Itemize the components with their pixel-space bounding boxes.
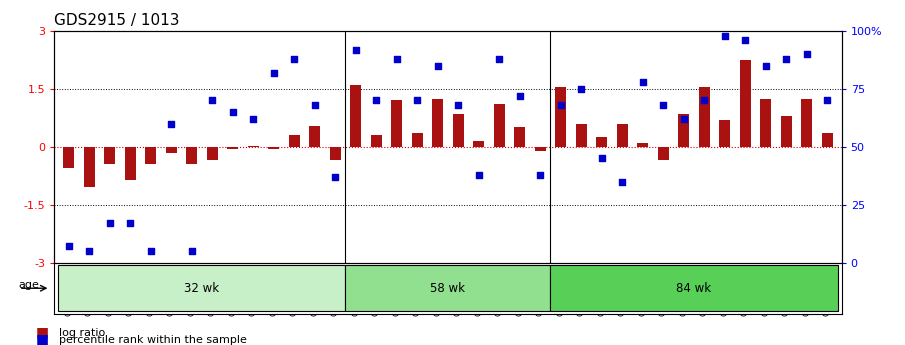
Bar [227,147,238,149]
Text: 58 wk: 58 wk [431,282,465,295]
Bar [370,135,382,147]
Text: percentile rank within the sample: percentile rank within the sample [59,335,247,345]
Bar [781,116,792,147]
Bar [83,147,95,187]
Point [287,56,301,62]
Bar [739,60,751,147]
Bar [248,146,259,147]
Point [389,56,404,62]
Bar [514,128,526,147]
Bar [493,104,505,147]
Point [308,102,322,108]
Point [799,51,814,57]
Point [143,248,157,254]
Point [164,121,178,126]
Point [574,86,588,92]
Point [492,56,507,62]
Point [554,102,568,108]
Bar [535,147,546,151]
Bar [576,124,586,147]
Point [677,116,691,122]
Text: 32 wk: 32 wk [185,282,220,295]
Point [451,102,465,108]
Point [615,179,630,184]
Point [431,63,445,69]
Point [82,248,97,254]
Point [266,70,281,76]
Text: GDS2915 / 1013: GDS2915 / 1013 [54,13,180,29]
Point [328,174,342,180]
Point [635,79,650,85]
Bar [63,147,74,168]
Point [512,93,527,99]
Text: age: age [19,280,40,290]
Point [185,248,199,254]
Bar [310,126,320,147]
Bar [412,133,423,147]
Point [62,244,76,249]
Bar [104,147,115,164]
Text: ■: ■ [36,325,50,339]
Point [348,47,363,52]
Point [820,98,834,103]
Point [656,102,671,108]
Point [533,172,548,177]
Point [595,156,609,161]
FancyBboxPatch shape [59,265,346,312]
Point [410,98,424,103]
Bar [391,100,403,147]
Point [225,109,240,115]
Point [246,116,261,122]
Bar [125,147,136,180]
Bar [473,141,484,147]
Point [779,56,794,62]
Bar [801,99,813,147]
Bar [637,143,648,147]
Bar [699,87,710,147]
Bar [616,124,628,147]
Bar [658,147,669,160]
FancyBboxPatch shape [550,265,837,312]
Bar [596,137,607,147]
Bar [289,135,300,147]
Point [472,172,486,177]
Bar [166,147,176,152]
FancyBboxPatch shape [346,265,550,312]
Point [123,220,138,226]
Point [738,38,753,43]
Point [205,98,219,103]
Text: log ratio: log ratio [59,328,105,338]
Bar [678,114,690,147]
Bar [822,133,833,147]
Bar [329,147,341,160]
Bar [555,87,567,147]
Bar [206,147,218,160]
Bar [186,147,197,164]
Point [697,98,711,103]
Bar [432,99,443,147]
Bar [452,114,464,147]
Bar [719,120,730,147]
Point [102,220,117,226]
Bar [145,147,157,164]
Point [718,33,732,38]
Text: ■: ■ [36,332,50,345]
Text: 84 wk: 84 wk [676,282,711,295]
Bar [350,85,361,147]
Point [758,63,773,69]
Bar [760,99,771,147]
Point [369,98,384,103]
Bar [268,147,280,149]
